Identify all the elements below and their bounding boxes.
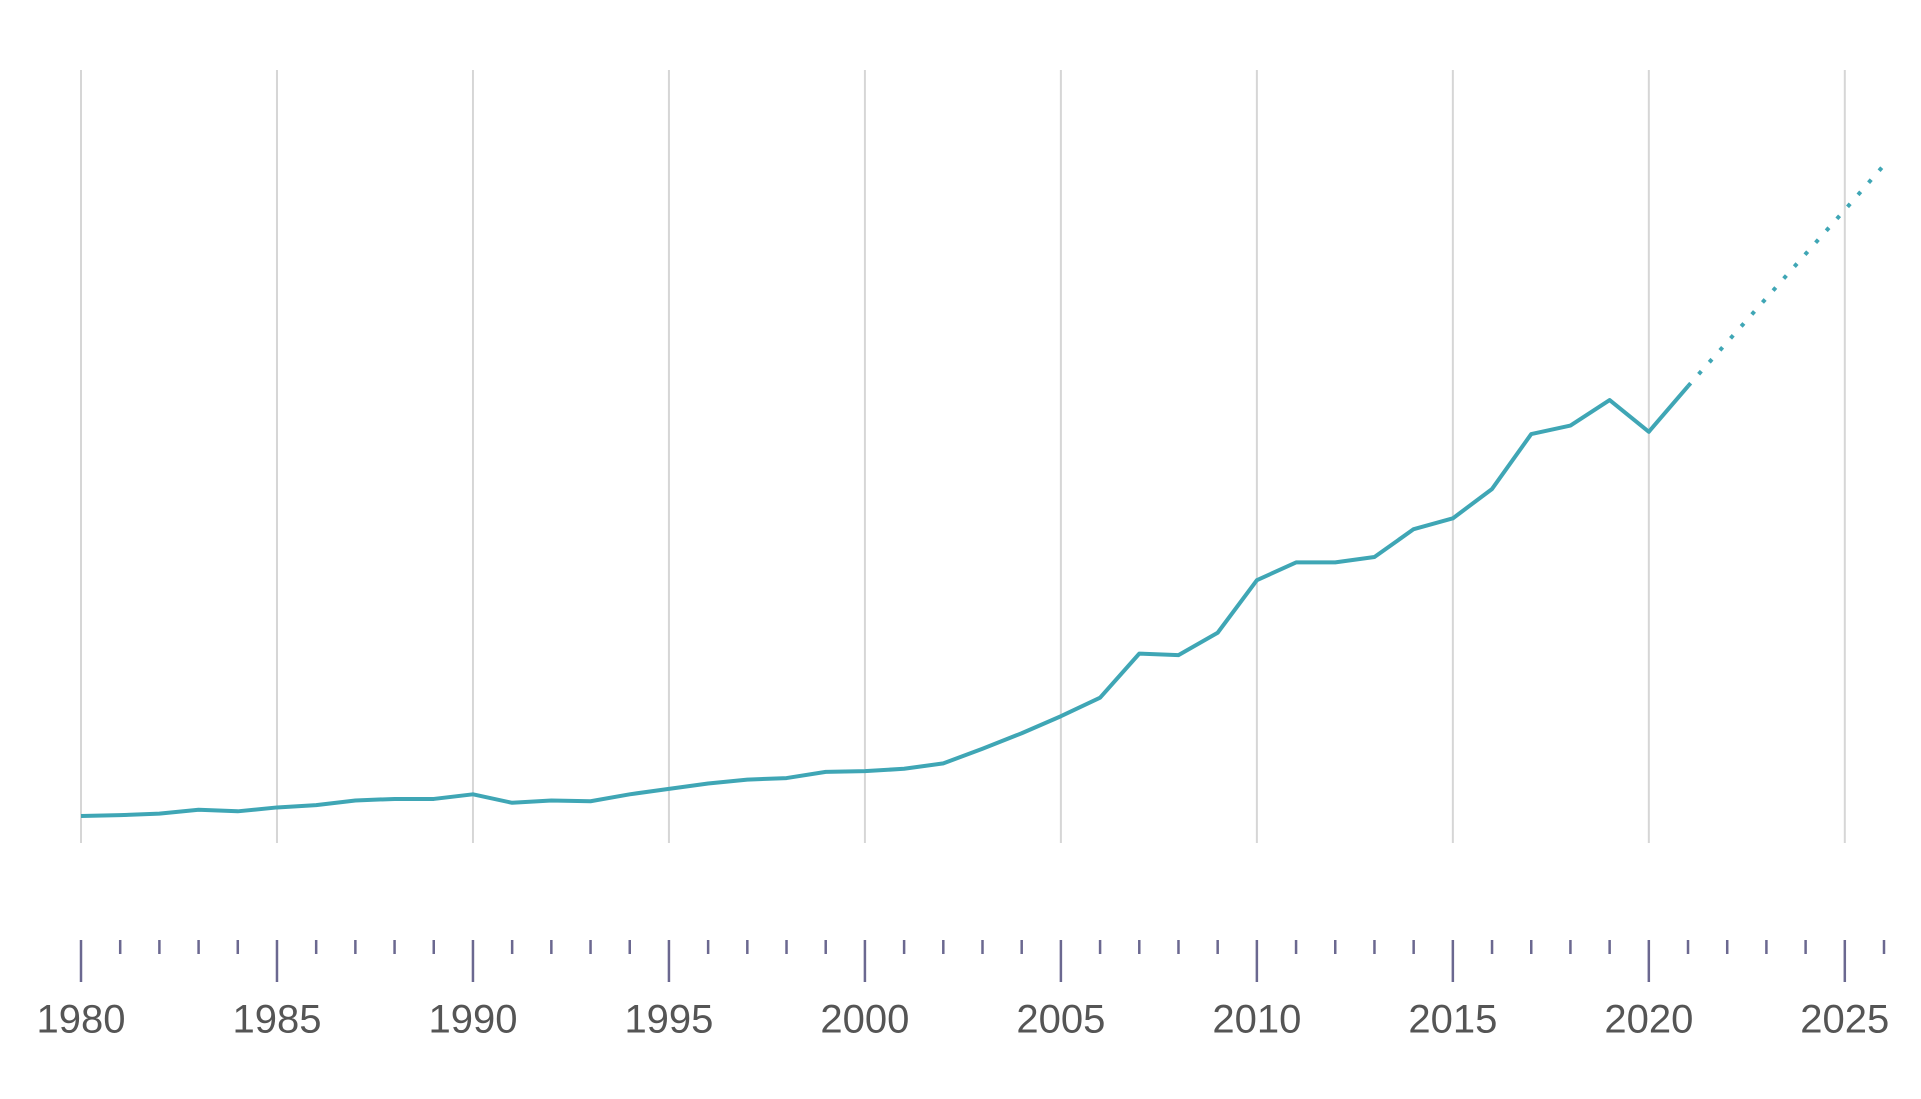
x-tick-label: 2015 [1408,998,1497,1042]
x-tick-label: 2025 [1800,998,1889,1042]
x-tick-label: 2010 [1212,998,1301,1042]
x-tick-label: 1990 [428,998,517,1042]
x-tick-label: 2000 [820,998,909,1042]
data-line [80,384,1690,818]
forecast-line [1686,163,1886,388]
x-tick-label: 2005 [1016,998,1105,1042]
x-tick-label: 1995 [624,998,713,1042]
x-tick-label: 1985 [232,998,321,1042]
x-tick-label: 2020 [1604,998,1693,1042]
x-tick-label: 1980 [37,998,126,1042]
